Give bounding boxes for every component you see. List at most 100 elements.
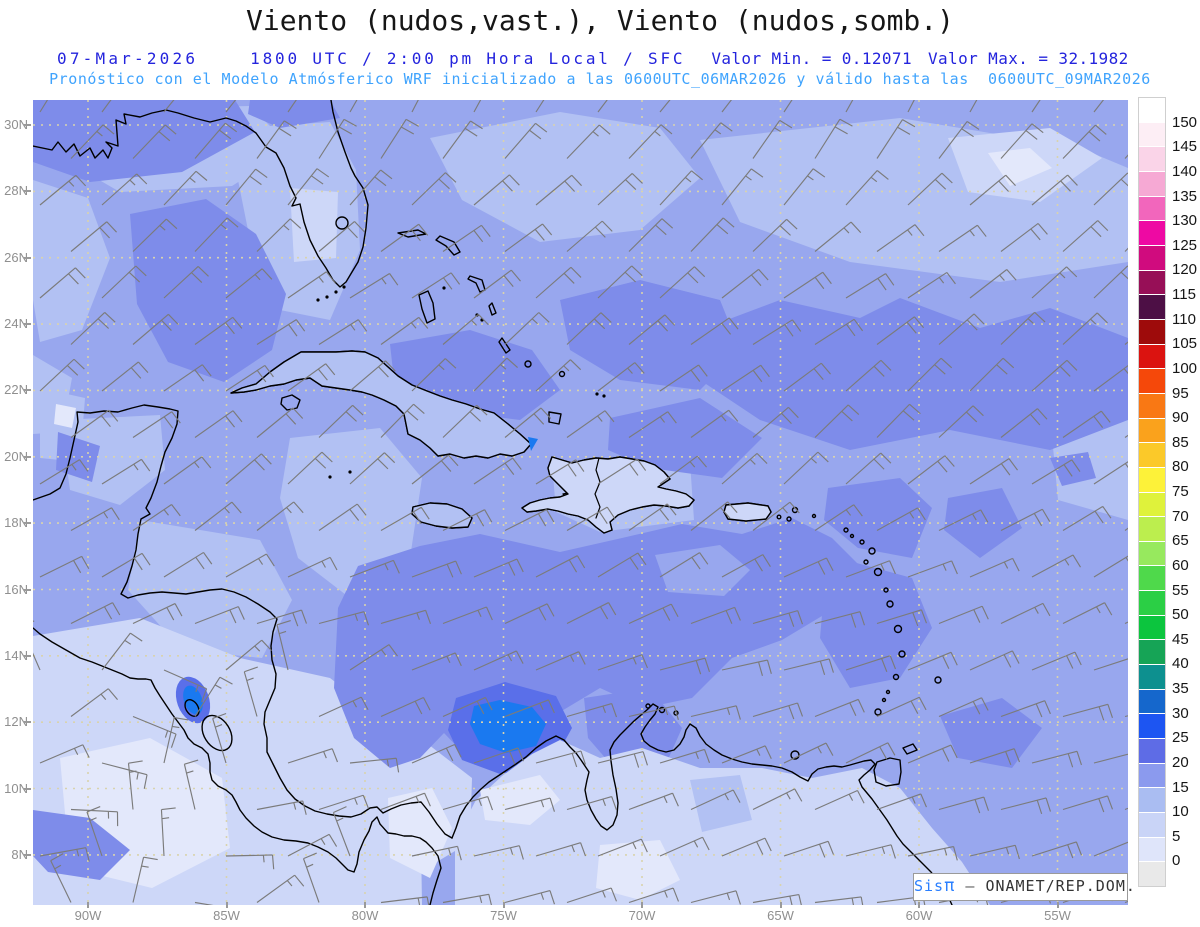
colorbar-tick-label: 60 xyxy=(1172,556,1189,574)
lon-label: 70W xyxy=(628,908,656,923)
shading-region xyxy=(560,280,740,390)
shading-region xyxy=(940,698,1042,768)
lat-tick xyxy=(24,588,31,591)
colorbar-segment xyxy=(1139,442,1165,467)
shading-region xyxy=(700,298,1128,450)
colorbar-segment xyxy=(1139,639,1165,665)
lat-label: 8N xyxy=(11,846,28,862)
colorbar-segment xyxy=(1139,269,1165,295)
colorbar-segment xyxy=(1139,466,1165,492)
colorbar-tick-label: 45 xyxy=(1172,630,1189,648)
colorbar-tick-label: 70 xyxy=(1172,507,1189,525)
lon-tick xyxy=(1056,902,1059,908)
colorbar-tick-label: 20 xyxy=(1172,753,1189,771)
lon-tick xyxy=(364,902,366,908)
colorbar-tick-label: 90 xyxy=(1172,409,1189,427)
colorbar-tick-label: 0 xyxy=(1172,852,1181,870)
lat-tick xyxy=(24,721,31,724)
shading-region xyxy=(130,199,286,382)
lon-label: 65W xyxy=(767,908,794,923)
colorbar-tick-label: 15 xyxy=(1172,778,1189,796)
chart-title: Viento (nudos,vast.), Viento (nudos,somb… xyxy=(245,4,954,37)
colorbar-segment xyxy=(1139,98,1165,122)
shading-region xyxy=(470,700,546,753)
lat-label: 28N xyxy=(4,183,28,199)
shading-region xyxy=(1050,452,1096,486)
colorbar-segment xyxy=(1139,565,1165,591)
lat-tick xyxy=(24,654,31,657)
lon-label: 75W xyxy=(490,908,517,923)
lat-label: 12N xyxy=(4,714,28,730)
colorbar-tick-label: 80 xyxy=(1172,458,1189,476)
lat-tick xyxy=(24,323,31,326)
colorbar-segment xyxy=(1139,664,1165,689)
colorbar-segment xyxy=(1139,417,1165,443)
lon-label: 90W xyxy=(74,908,102,923)
lat-tick xyxy=(24,787,31,790)
colorbar-segment xyxy=(1139,590,1165,615)
lat-label: 26N xyxy=(4,249,28,265)
shading-region xyxy=(290,188,338,262)
colorbar-segment xyxy=(1139,392,1165,418)
shading-region xyxy=(33,100,255,182)
colorbar-tick-label: 150 xyxy=(1172,113,1198,131)
colorbar-tick-label: 25 xyxy=(1172,729,1189,747)
shading-region xyxy=(944,488,1022,558)
colorbar-tick-label: 65 xyxy=(1172,532,1189,550)
lat-tick xyxy=(24,124,31,126)
colorbar-tick-label: 120 xyxy=(1172,261,1198,279)
lon-tick xyxy=(502,902,505,908)
lat-tick xyxy=(24,389,31,392)
sispi-brand: Sis xyxy=(914,877,945,895)
colorbar-tick-label: 110 xyxy=(1172,310,1196,328)
colorbar-segment xyxy=(1139,836,1165,862)
colorbar-segment xyxy=(1139,738,1165,763)
lat-label: 10N xyxy=(4,780,28,796)
shading-region xyxy=(824,478,932,558)
valor-max: Valor Max. = 32.1982 xyxy=(927,49,1129,68)
colorbar-segment xyxy=(1139,540,1165,566)
lat-label: 18N xyxy=(4,515,28,531)
colorbar-segment xyxy=(1139,491,1165,517)
shading-region xyxy=(388,788,452,878)
wind-max-spot xyxy=(528,437,538,451)
colorbar-tick-label: 10 xyxy=(1172,803,1189,821)
graticule xyxy=(33,100,1128,905)
colorbar-segment xyxy=(1139,170,1165,196)
colorbar-tick-label: 40 xyxy=(1172,655,1189,673)
lat-tick xyxy=(24,455,31,458)
colorbar-segment xyxy=(1139,614,1165,640)
colorbar-tick-label: 125 xyxy=(1172,236,1198,254)
valid-time-line: 07-Mar-2026 1800 UTC / 2:00 pm Hora Local… xyxy=(57,49,1129,68)
wind-barbs xyxy=(33,100,1128,905)
colorbar-segment xyxy=(1139,244,1165,270)
shading-region xyxy=(280,428,422,598)
colorbar-tick-label: 55 xyxy=(1172,581,1189,599)
watermark-org: ONAMET/REP.DOM. xyxy=(985,877,1136,895)
colorbar-tick-label: 140 xyxy=(1172,162,1198,180)
colorbar-segment xyxy=(1139,343,1165,369)
colorbar-tick-label: 130 xyxy=(1172,212,1198,230)
colorbar-tick-label: 95 xyxy=(1172,384,1189,402)
lat-label: 24N xyxy=(4,316,28,332)
colorbar-segment xyxy=(1139,713,1165,739)
shading-region xyxy=(33,180,110,342)
colorbar-tick-label: 100 xyxy=(1172,359,1198,377)
colorbar-tick-label: 105 xyxy=(1172,335,1198,353)
colorbar xyxy=(1138,97,1166,887)
colorbar-segment xyxy=(1139,762,1165,788)
colorbar-tick-label: 85 xyxy=(1172,433,1189,451)
colorbar-segment xyxy=(1139,688,1165,714)
lat-tick xyxy=(24,190,31,193)
colorbar-tick-label: 35 xyxy=(1172,680,1189,697)
colorbar-tick-label: 50 xyxy=(1172,606,1189,624)
colorbar-segment xyxy=(1139,146,1165,171)
lon-label: 55W xyxy=(1044,908,1071,923)
lat-tick xyxy=(24,256,31,259)
lat-tick xyxy=(24,853,31,856)
lon-tick xyxy=(225,902,228,908)
shading-region xyxy=(248,100,340,128)
colorbar-tick-label: 145 xyxy=(1172,138,1198,156)
shading-region xyxy=(430,112,700,242)
